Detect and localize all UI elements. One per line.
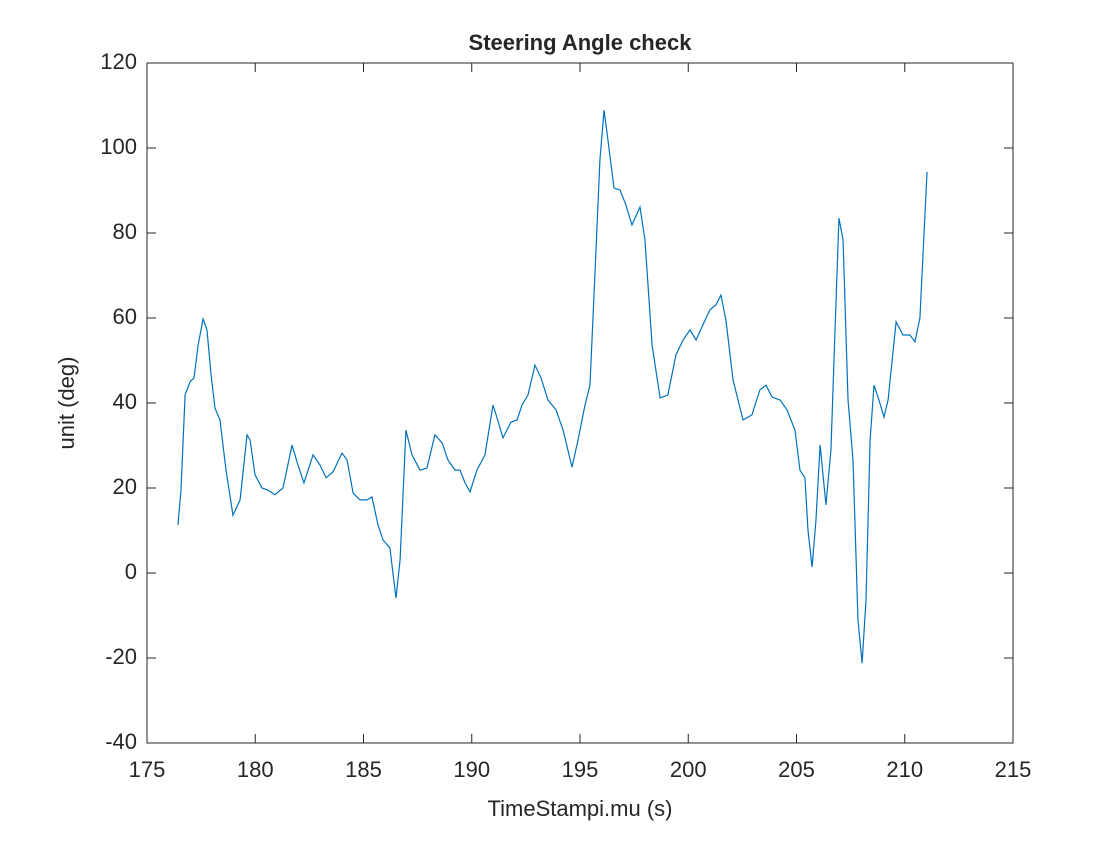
y-tick-label: -40 xyxy=(105,729,137,754)
data-line xyxy=(177,110,928,664)
y-tick-label: 100 xyxy=(100,134,137,159)
x-axis-label: TimeStampi.mu (s) xyxy=(488,796,673,821)
y-tick-label: 40 xyxy=(113,389,137,414)
x-tick-label: 180 xyxy=(237,757,274,782)
chart-title: Steering Angle check xyxy=(469,30,693,55)
plot-area xyxy=(146,62,1014,744)
y-tick-label: 0 xyxy=(125,559,137,584)
x-tick-label: 190 xyxy=(453,757,490,782)
y-tick-label: 20 xyxy=(113,474,137,499)
x-tick-label: 215 xyxy=(995,757,1032,782)
x-tick-label: 205 xyxy=(778,757,815,782)
y-axis-label: unit (deg) xyxy=(54,357,79,450)
x-tick-label: 195 xyxy=(562,757,599,782)
y-tick-label: 80 xyxy=(113,219,137,244)
y-tick-label: -20 xyxy=(105,644,137,669)
x-tick-label: 185 xyxy=(345,757,382,782)
y-tick-label: 120 xyxy=(100,49,137,74)
x-tick-label: 200 xyxy=(670,757,707,782)
x-tick-label: 175 xyxy=(129,757,166,782)
x-tick-label: 210 xyxy=(886,757,923,782)
y-tick-label: 60 xyxy=(113,304,137,329)
